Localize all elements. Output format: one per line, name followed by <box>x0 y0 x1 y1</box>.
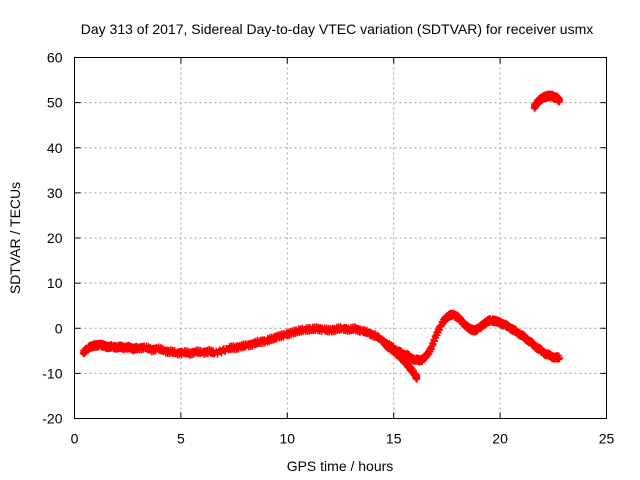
x-tick-label: 0 <box>71 431 79 447</box>
y-tick-label: 20 <box>47 230 63 246</box>
data-point <box>556 96 563 104</box>
y-axis-label: SDTVAR / TECUs <box>7 182 23 294</box>
data-point-fill <box>214 351 221 358</box>
y-tick-label: -10 <box>42 365 62 381</box>
y-tick-label: 40 <box>47 140 63 156</box>
x-tick-label: 5 <box>177 431 185 447</box>
data-series <box>79 309 563 366</box>
x-tick-label: 25 <box>599 431 615 447</box>
x-axis-label: GPS time / hours <box>287 458 394 474</box>
x-tick-label: 15 <box>386 431 402 447</box>
y-tick-label: -20 <box>42 411 62 427</box>
data-point <box>556 354 563 362</box>
chart-title: Day 313 of 2017, Sidereal Day-to-day VTE… <box>81 21 594 37</box>
data-points <box>79 90 563 383</box>
y-tick-label: 60 <box>47 50 63 66</box>
data-point-fill <box>218 349 225 357</box>
data-point-fill <box>221 348 229 355</box>
data-series <box>381 339 421 383</box>
x-tick-label: 10 <box>280 431 296 447</box>
y-tick-label: 0 <box>55 320 63 336</box>
x-tick-label: 20 <box>492 431 508 447</box>
data-series <box>530 90 563 112</box>
y-tick-label: 30 <box>47 185 63 201</box>
y-tick-label: 50 <box>47 95 63 111</box>
grid-lines <box>74 57 607 419</box>
axis-ticks: 0 5 10 15 20 25 -20 -10 0 10 20 30 40 50 60 <box>42 50 614 447</box>
data-point <box>413 374 421 382</box>
y-tick-label: 10 <box>47 275 63 291</box>
